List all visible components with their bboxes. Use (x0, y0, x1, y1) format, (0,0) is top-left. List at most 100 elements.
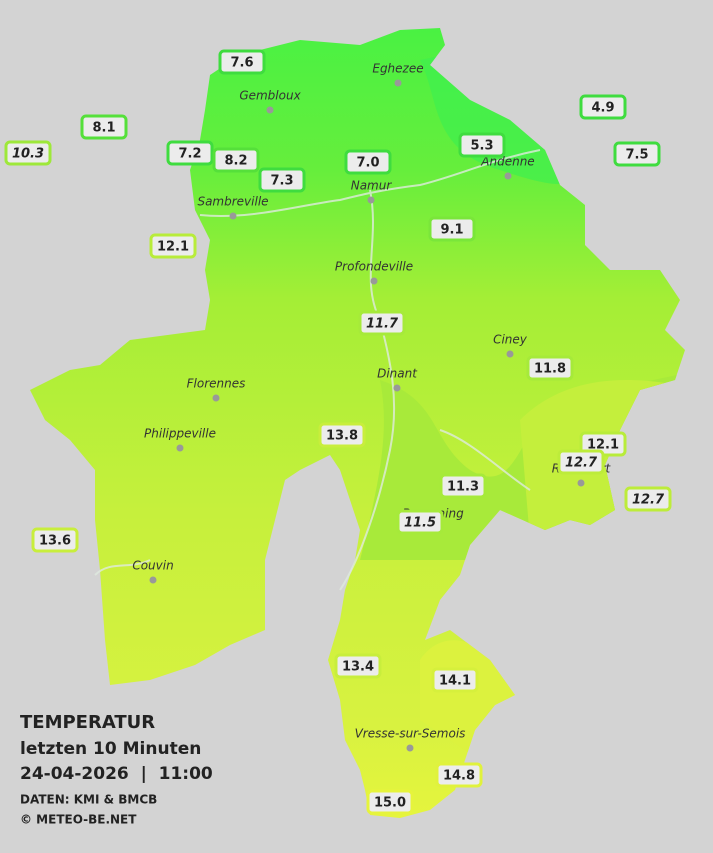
station-box (149, 233, 197, 259)
station: 7.6 (218, 49, 266, 75)
station-value: 14.8 (443, 769, 475, 784)
station-value: 12.1 (157, 240, 189, 255)
station-box (613, 141, 661, 167)
station: 11.5 (396, 509, 444, 535)
station: 11.7 (358, 310, 406, 336)
station-box (557, 449, 605, 475)
legend: TEMPERATUR letzten 10 Minuten 24-04-2026… (20, 712, 213, 827)
station-value: 13.6 (39, 534, 71, 549)
station-box (258, 167, 306, 193)
city-label: Sambreville (197, 195, 268, 209)
station: 7.2 (166, 140, 214, 166)
station-value: 13.4 (342, 660, 374, 675)
station: 15.0 (366, 789, 414, 815)
station-box (166, 140, 214, 166)
station-box (396, 509, 444, 535)
city-dot (394, 79, 402, 87)
station-value: 11.3 (447, 480, 479, 495)
station-box (428, 216, 476, 242)
station: 7.5 (613, 141, 661, 167)
legend-title: TEMPERATUR (20, 712, 155, 733)
city-dot (176, 444, 184, 452)
station: 7.0 (344, 149, 392, 175)
city-label: Ciney (493, 333, 528, 347)
station-value: 15.0 (374, 796, 406, 811)
station-box (334, 653, 382, 679)
station-value: 8.2 (224, 154, 247, 169)
station-value: 4.9 (591, 101, 614, 116)
city-label: Andenne (480, 155, 534, 169)
station-value: 7.5 (625, 148, 648, 163)
city-dot (577, 479, 585, 487)
station: 8.2 (212, 147, 260, 173)
station-box (435, 762, 483, 788)
legend-datetime: 24-04-2026 | 11:00 (20, 764, 213, 784)
city-label: Gembloux (239, 89, 301, 103)
station: 14.1 (431, 667, 479, 693)
station: 8.1 (80, 114, 128, 140)
station: 10.3 (4, 140, 52, 166)
station-value: 9.1 (440, 223, 463, 238)
city-label: Namur (351, 179, 393, 193)
station-value: 5.3 (470, 139, 493, 154)
station-value: 7.3 (270, 174, 293, 189)
city-dot (266, 106, 274, 114)
city-dot (212, 394, 220, 402)
city-dot (393, 384, 401, 392)
station: 9.1 (428, 216, 476, 242)
city-label: Philippeville (144, 427, 216, 441)
station-box (358, 310, 406, 336)
station-box (318, 422, 366, 448)
station-value: 11.8 (534, 362, 566, 377)
city-label: Florennes (187, 377, 246, 391)
city-dot (370, 277, 378, 285)
rivers (94, 149, 541, 591)
station: 11.3 (439, 473, 487, 499)
station-box (439, 473, 487, 499)
station-box (431, 667, 479, 693)
legend-source: DATEN: KMI & BMCB (20, 793, 157, 807)
station-box (366, 789, 414, 815)
station-value: 14.1 (439, 674, 471, 689)
station-value: 11.5 (404, 516, 436, 531)
stations: 7.6 4.9 8.1 10.3 7.2 8.2 7.0 5.3 7.5 7.3 9.1 12.1 11… (4, 49, 672, 815)
station-box (526, 355, 574, 381)
station-box (31, 527, 79, 553)
station-box (624, 486, 672, 512)
station-value: 12.7 (565, 456, 598, 471)
station-value: 7.2 (178, 147, 201, 162)
station: 14.8 (435, 762, 483, 788)
station: 12.7 (624, 486, 672, 512)
legend-copyright: © METEO-BE.NET (20, 813, 137, 827)
city-label: Dinant (377, 367, 418, 381)
station-box (80, 114, 128, 140)
city-label: Vresse-sur-Semois (355, 727, 466, 741)
station-value: 8.1 (92, 121, 115, 136)
city-dot (406, 744, 414, 752)
station-value: 7.0 (356, 156, 379, 171)
station-box (4, 140, 52, 166)
station-box (579, 94, 627, 120)
station-box (344, 149, 392, 175)
station-box (218, 49, 266, 75)
station-value: 12.7 (632, 493, 665, 508)
city-label: Couvin (132, 559, 173, 573)
station-value: 12.1 (587, 438, 619, 453)
station: 12.7 (557, 449, 605, 475)
station: 11.8 (526, 355, 574, 381)
station-value: 13.8 (326, 429, 358, 444)
city-dot (367, 196, 375, 204)
station: 13.8 (318, 422, 366, 448)
station: 13.6 (31, 527, 79, 553)
legend-subtitle: letzten 10 Minuten (20, 739, 201, 759)
station-value: 10.3 (12, 147, 44, 162)
city-label: Eghezee (372, 62, 423, 76)
city-dot (504, 172, 512, 180)
station-value: 11.7 (366, 317, 399, 332)
station-box (458, 132, 506, 158)
station: 4.9 (579, 94, 627, 120)
station: 7.3 (258, 167, 306, 193)
station: 12.1 (149, 233, 197, 259)
city-dot (229, 212, 237, 220)
